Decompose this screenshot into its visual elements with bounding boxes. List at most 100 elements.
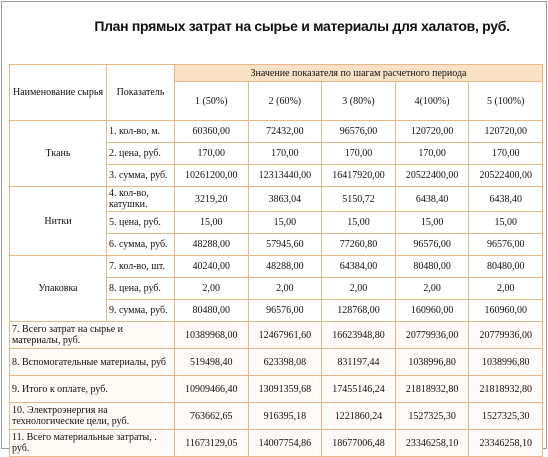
- value-cell: 15,00: [174, 211, 249, 234]
- value-cell: 2,00: [394, 277, 470, 300]
- value-cell: 519498,40: [174, 348, 249, 376]
- value-cell: 170,00: [468, 142, 543, 165]
- value-cell: 5150,72: [321, 186, 396, 212]
- value-cell: 170,00: [247, 142, 323, 165]
- header-indicator: Показатель: [106, 64, 175, 121]
- value-cell: 20522400,00: [468, 164, 543, 187]
- value-cell: 1527325,30: [468, 402, 543, 430]
- value-cell: 48288,00: [247, 255, 323, 278]
- value-cell: 1038996,80: [468, 348, 543, 376]
- value-cell: 16417920,00: [321, 164, 396, 187]
- value-cell: 170,00: [321, 142, 396, 165]
- value-cell: 77260,80: [321, 233, 396, 256]
- value-cell: 21818932,80: [394, 375, 470, 403]
- row: Нитки 4. кол-во, катушки. 3219,20 3863,04 51…: [9, 186, 543, 256]
- value-cell: 20522400,00: [394, 164, 470, 187]
- value-cell: 80480,00: [394, 255, 470, 278]
- indicator-label: 4. кол-во, катушки.: [106, 186, 175, 212]
- material-name: Ткань: [9, 120, 107, 187]
- value-cell: 2,00: [174, 277, 249, 300]
- cost-table: Наименование сырья Показатель Значение п…: [9, 64, 543, 457]
- indicator-label: 1. кол-во, м.: [106, 120, 175, 143]
- value-cell: 23346258,10: [394, 429, 470, 457]
- row: Упаковка 7. кол-во, шт. 40240,00 48288,00 64…: [9, 255, 543, 322]
- header-group: Значение показателя по шагам расчетного …: [174, 64, 543, 82]
- value-cell: 1038996,80: [394, 348, 470, 376]
- value-cell: 96576,00: [394, 233, 470, 256]
- indicator-label: 6. сумма, руб.: [106, 233, 175, 256]
- value-cell: 10909466,40: [174, 375, 249, 403]
- value-cell: 16623948,80: [321, 321, 396, 349]
- value-cell: 96576,00: [321, 120, 396, 143]
- value-cell: 120720,00: [468, 120, 543, 143]
- value-cell: 6438,40: [468, 186, 543, 212]
- row: 3. сумма, руб. 10261200,00 12313440,00 1641…: [10, 164, 543, 187]
- total-label: 9. Итого к оплате, руб.: [9, 375, 175, 403]
- total-label: 7. Всего затрат на сырье и материалы, ру…: [9, 321, 175, 349]
- value-cell: 48288,00: [174, 233, 249, 256]
- header-step: 3 (80%): [321, 81, 396, 121]
- value-cell: 20779936,00: [394, 321, 470, 349]
- value-cell: 20779936,00: [468, 321, 543, 349]
- material-name: Нитки: [9, 186, 107, 256]
- indicator-label: 8. цена, руб.: [106, 277, 175, 300]
- value-cell: 6438,40: [394, 186, 470, 212]
- value-cell: 15,00: [394, 211, 470, 234]
- value-cell: 10261200,00: [174, 164, 249, 187]
- row: Ткань 1. кол-во, м. 60360,00 72432,00 96576,…: [9, 120, 543, 187]
- row: 5. цена, руб. 15,00 15,00 15,00 15,00 15,00: [10, 211, 543, 234]
- value-cell: 57945,60: [247, 233, 323, 256]
- slide-title: План прямых затрат на сырье и материалы …: [94, 18, 510, 34]
- value-cell: 831197,44: [321, 348, 396, 376]
- value-cell: 17455146,24: [321, 375, 396, 403]
- total-row: 11. Всего материальные затраты, . руб. 11…: [9, 429, 543, 457]
- value-cell: 64384,00: [321, 255, 396, 278]
- value-cell: 60360,00: [174, 120, 249, 143]
- value-cell: 13091359,68: [247, 375, 323, 403]
- indicator-label: 9. сумма, руб.: [106, 299, 175, 322]
- value-cell: 12313440,00: [247, 164, 323, 187]
- value-cell: 763662,65: [174, 402, 249, 430]
- value-cell: 96576,00: [247, 299, 323, 322]
- value-cell: 40240,00: [174, 255, 249, 278]
- total-row: 9. Итого к оплате, руб. 10909466,40 130913…: [9, 375, 543, 403]
- total-row: 10. Электроэнергия на технологические це…: [9, 402, 543, 430]
- material-name: Упаковка: [9, 255, 107, 322]
- value-cell: 623398,08: [247, 348, 323, 376]
- value-cell: 72432,00: [247, 120, 323, 143]
- value-cell: 1527325,30: [394, 402, 470, 430]
- total-row: 8. Вспомогательные материалы, руб 519498,…: [9, 348, 543, 376]
- value-cell: 15,00: [321, 211, 396, 234]
- value-cell: 3219,20: [174, 186, 249, 212]
- value-cell: 12467961,60: [247, 321, 323, 349]
- indicator-label: 3. сумма, руб.: [106, 164, 175, 187]
- value-cell: 2,00: [247, 277, 323, 300]
- value-cell: 160960,00: [394, 299, 470, 322]
- value-cell: 21818932,80: [468, 375, 543, 403]
- value-cell: 23346258,10: [468, 429, 543, 457]
- value-cell: 14007754,86: [247, 429, 323, 457]
- value-cell: 3863,04: [247, 186, 323, 212]
- value-cell: 170,00: [394, 142, 470, 165]
- row: 8. цена, руб. 2,00 2,00 2,00 2,00 2,00: [10, 277, 543, 300]
- value-cell: 128768,00: [321, 299, 396, 322]
- total-label: 11. Всего материальные затраты, . руб.: [9, 429, 175, 457]
- total-label: 8. Вспомогательные материалы, руб: [9, 348, 175, 376]
- value-cell: 170,00: [174, 142, 249, 165]
- value-cell: 80480,00: [468, 255, 543, 278]
- total-label: 10. Электроэнергия на технологические це…: [9, 402, 175, 430]
- total-row: 7. Всего затрат на сырье и материалы, ру…: [9, 321, 543, 349]
- header-material: Наименование сырья: [9, 64, 107, 121]
- value-cell: 2,00: [321, 277, 396, 300]
- header-step: 4(100%): [394, 81, 470, 121]
- value-cell: 15,00: [247, 211, 323, 234]
- value-cell: 15,00: [468, 211, 543, 234]
- header-step: 5 (100%): [468, 81, 543, 121]
- value-cell: 160960,00: [468, 299, 543, 322]
- indicator-label: 5. цена, руб.: [106, 211, 175, 234]
- value-cell: 10389968,00: [174, 321, 249, 349]
- value-cell: 120720,00: [394, 120, 470, 143]
- indicator-label: 7. кол-во, шт.: [106, 255, 175, 278]
